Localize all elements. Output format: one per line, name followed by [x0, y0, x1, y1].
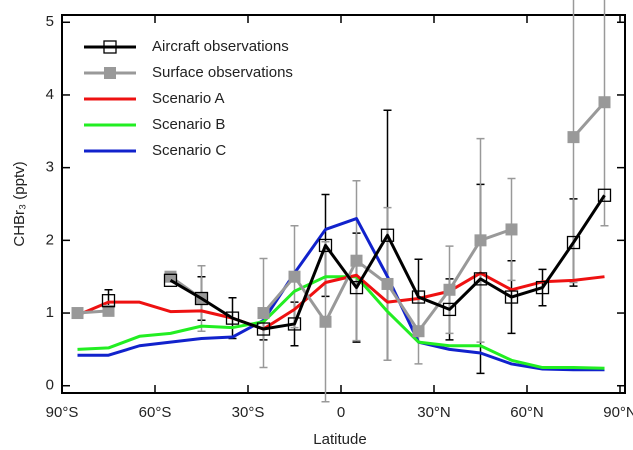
marker	[505, 223, 518, 236]
marker	[71, 307, 84, 320]
y-axis-label: CHBr₃ (pptv)	[11, 161, 28, 246]
marker	[319, 315, 332, 328]
x-tick-label: 90°S	[46, 404, 79, 421]
marker	[102, 304, 115, 317]
series-line	[77, 101, 606, 333]
marker	[474, 234, 487, 247]
legend-label: Scenario B	[152, 116, 225, 133]
y-tick-label: 2	[46, 231, 54, 248]
marker	[349, 280, 364, 295]
series-line	[169, 194, 606, 331]
marker	[287, 317, 302, 331]
marker	[163, 273, 178, 287]
marker	[288, 270, 301, 283]
legend-label: Scenario C	[152, 142, 226, 159]
legend-marker	[104, 67, 116, 79]
marker	[443, 283, 456, 296]
series-line	[77, 275, 605, 370]
legend-label: Scenario A	[152, 90, 225, 107]
marker	[194, 291, 209, 306]
legend-label: Surface observations	[152, 64, 293, 81]
x-tick-label: 30°N	[417, 404, 451, 421]
y-tick-label: 0	[46, 377, 54, 394]
x-tick-label: 60°N	[510, 404, 544, 421]
marker	[442, 302, 457, 317]
y-tick-label: 4	[46, 86, 54, 103]
legend-marker	[103, 40, 117, 54]
series-line	[77, 217, 605, 372]
x-tick-label: 0	[337, 404, 345, 421]
marker	[318, 238, 333, 253]
marker	[473, 272, 488, 286]
marker	[411, 290, 426, 304]
x-tick-label: 30°S	[232, 404, 265, 421]
marker	[350, 254, 363, 267]
x-tick-label: 60°S	[139, 404, 172, 421]
y-tick-label: 5	[46, 13, 54, 30]
y-tick-label: 1	[46, 304, 54, 321]
x-tick-label: 90°N	[603, 404, 633, 421]
x-axis-label: Latitude	[313, 431, 366, 448]
marker	[256, 322, 271, 336]
error-bar	[600, 0, 609, 227]
marker	[380, 228, 395, 242]
marker	[535, 280, 550, 295]
marker	[597, 188, 612, 202]
legend-label: Aircraft observations	[152, 38, 289, 55]
marker	[101, 294, 116, 308]
marker	[567, 131, 580, 144]
plot-frame	[61, 14, 626, 394]
series-line	[76, 271, 605, 331]
marker	[598, 96, 611, 109]
marker	[225, 311, 240, 325]
marker	[504, 290, 519, 304]
marker	[412, 325, 425, 338]
marker	[566, 235, 581, 250]
marker	[257, 307, 270, 320]
y-tick-label: 3	[46, 159, 54, 176]
marker	[381, 277, 394, 290]
